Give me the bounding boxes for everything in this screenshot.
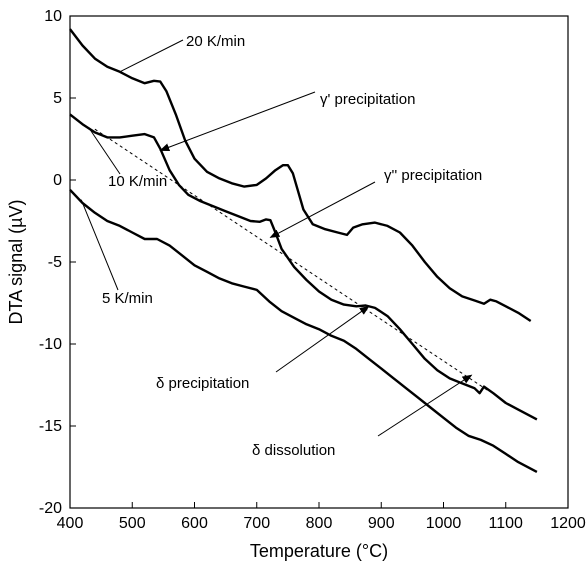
- annotation-leader-dissolution: [377, 374, 473, 437]
- x-tick-label: 500: [119, 515, 146, 532]
- y-axis-title: DTA signal (µV): [6, 199, 26, 324]
- annotation-label-20-k-min: 20 K/min: [186, 33, 245, 50]
- x-tick-label: 1000: [426, 515, 462, 532]
- annotation-leader-20-k-min: [119, 39, 184, 73]
- annotation-leader-precipitation: [275, 305, 370, 373]
- y-tick-label: 10: [44, 8, 62, 25]
- y-tick-label: -15: [39, 418, 62, 435]
- annotation-label-10-k-min: 10 K/min: [108, 173, 167, 190]
- y-tick-label: 5: [53, 90, 62, 107]
- y-tick-label: -5: [48, 254, 62, 271]
- dashed-baseline: [94, 128, 488, 391]
- annotation-label-precipitation: δ precipitation: [156, 375, 249, 392]
- x-axis-title: Temperature (°C): [250, 541, 388, 561]
- annotation-label-precipitation: γ'' precipitation: [384, 167, 482, 184]
- series-line-20-k-min: [69, 28, 532, 323]
- x-tick-label: 800: [306, 515, 333, 532]
- y-tick-label: -10: [39, 336, 62, 353]
- x-axis-ticks: 400 500 600 700 800 900 1000 1100 1200: [57, 502, 586, 532]
- x-tick-label: 1200: [550, 515, 586, 532]
- y-tick-label: -20: [39, 500, 62, 517]
- annotation-label-dissolution: δ dissolution: [252, 442, 335, 459]
- y-tick-label: 0: [53, 172, 62, 189]
- annotation-label-precipitation: γ' precipitation: [320, 91, 415, 108]
- x-tick-label: 900: [368, 515, 395, 532]
- x-tick-label: 600: [181, 515, 208, 532]
- annotations: 20 K/min γ' precipitation 10 K/min γ'' prec…: [80, 33, 482, 459]
- annotation-leader-precipitation: [159, 91, 316, 152]
- x-tick-label: 1100: [489, 515, 524, 532]
- x-tick-label: 700: [243, 515, 270, 532]
- annotation-leader-10-k-min: [88, 127, 121, 175]
- annotation-leader-5-k-min: [80, 199, 119, 291]
- annotation-leader-precipitation: [269, 181, 376, 238]
- annotation-label-5-k-min: 5 K/min: [102, 290, 153, 307]
- plot-frame: [69, 15, 569, 509]
- x-tick-label: 400: [57, 515, 84, 532]
- series-lines: [69, 28, 538, 473]
- y-axis-ticks: 10 5 0 -5 -10 -15 -20: [39, 8, 76, 517]
- series-line-10-k-min: [69, 113, 538, 421]
- series-line-5-k-min: [69, 188, 538, 473]
